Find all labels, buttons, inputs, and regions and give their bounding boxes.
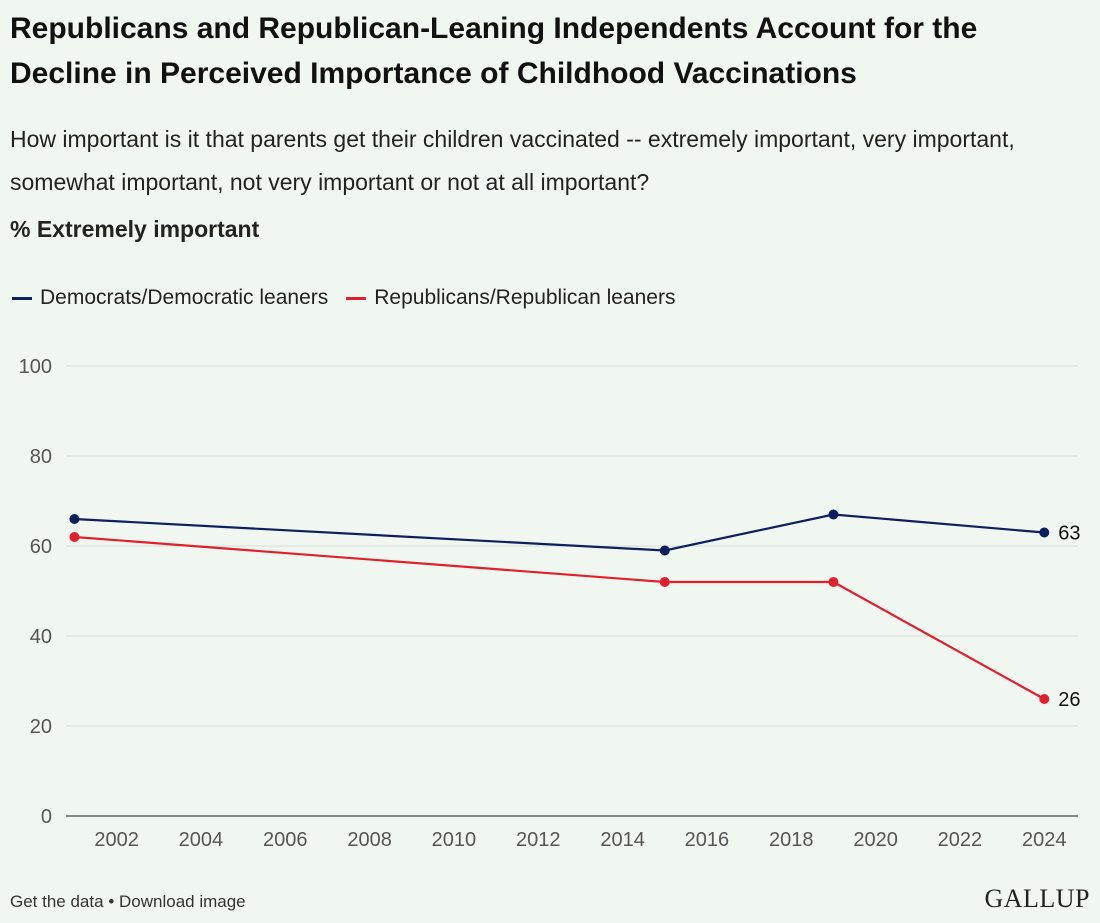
- x-tick-label: 2014: [600, 829, 645, 851]
- legend-item-republicans[interactable]: Republicans/Republican leaners: [346, 286, 675, 310]
- x-tick-label: 2020: [853, 829, 898, 851]
- data-point-democrats: [828, 509, 839, 520]
- download-image-link[interactable]: Download image: [119, 892, 246, 911]
- data-point-democrats: [69, 514, 80, 524]
- x-tick-label: 2012: [516, 829, 561, 851]
- unit-label: % Extremely important: [10, 216, 260, 242]
- data-point-democrats: [1039, 527, 1050, 538]
- x-tick-label: 2010: [432, 829, 477, 851]
- legend-item-democrats[interactable]: Democrats/Democratic leaners: [12, 286, 328, 310]
- data-point-republicans: [828, 577, 839, 587]
- data-point-republicans: [659, 577, 670, 587]
- footer-separator: •: [108, 892, 115, 911]
- x-tick-label: 2008: [347, 829, 392, 851]
- chart-title: Republicans and Republican-Leaning Indep…: [10, 12, 978, 90]
- x-tick-label: 2006: [263, 829, 308, 851]
- get-data-link[interactable]: Get the data: [10, 892, 104, 911]
- y-tick-label: 80: [30, 446, 52, 468]
- x-tick-label: 2016: [685, 829, 730, 851]
- data-point-democrats: [659, 545, 670, 556]
- x-tick-label: 2002: [94, 829, 139, 851]
- y-tick-label: 40: [30, 626, 52, 648]
- series-line-democrats: [74, 513, 1045, 552]
- y-tick-label: 60: [30, 536, 52, 558]
- series-line-republicans: [74, 535, 1045, 700]
- legend-label-republicans: Republicans/Republican leaners: [374, 286, 676, 309]
- line-chart: 0 20 40 60 80 100 2002 2004 2006 2008 2010 2012 2014…: [19, 356, 1081, 851]
- x-tick-label: 2018: [769, 829, 814, 851]
- data-point-republicans: [69, 532, 80, 542]
- legend-swatch-democrats: [12, 296, 32, 300]
- y-tick-label: 0: [41, 806, 52, 828]
- y-tick-label: 20: [30, 716, 52, 738]
- x-tick-label: 2004: [179, 829, 224, 851]
- end-label-democrats: 63: [1058, 523, 1080, 545]
- legend-swatch-republicans: [346, 296, 367, 300]
- chart-subtitle: How important is it that parents get the…: [10, 126, 1015, 195]
- footer-links: Get the data • Download image: [10, 892, 246, 912]
- y-tick-label: 100: [19, 356, 52, 378]
- x-tick-label: 2024: [1022, 829, 1067, 851]
- gallup-logo: GALLUP: [984, 884, 1090, 913]
- x-tick-label: 2022: [938, 829, 983, 851]
- data-point-republicans: [1039, 694, 1050, 704]
- legend-label-democrats: Democrats/Democratic leaners: [40, 286, 329, 309]
- end-label-republicans: 26: [1058, 689, 1080, 711]
- legend: Democrats/Democratic leaners Republicans…: [12, 286, 693, 310]
